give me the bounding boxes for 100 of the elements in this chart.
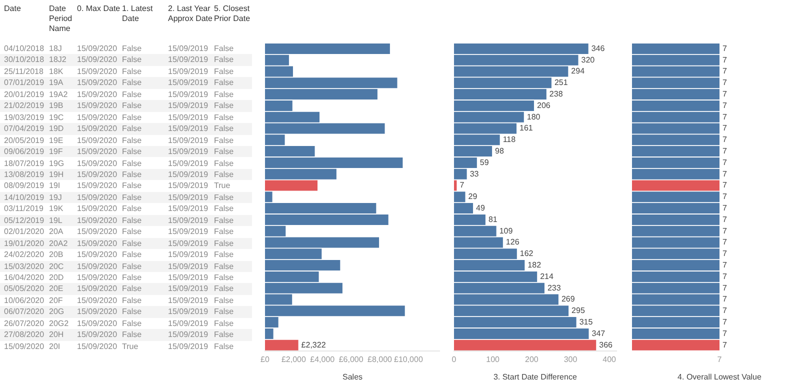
text: 18J [49, 44, 62, 53]
data-label: 320 [581, 55, 596, 64]
text: 16/04/2020 [4, 273, 44, 282]
data-label: 7 [722, 78, 728, 88]
data-label: 251 [554, 78, 568, 88]
text: False [214, 55, 234, 64]
data-label: 126 [506, 238, 520, 247]
data-label: 182 [528, 260, 542, 270]
x-axis-title: 4. Overall Lowest Value [678, 372, 762, 382]
data-label: 7 [722, 44, 728, 53]
text: 15/09/2020 [77, 136, 118, 145]
text: 19H [49, 170, 64, 179]
data-label: 7 [722, 158, 728, 167]
text: 15/03/2020 [4, 262, 44, 271]
x-tick-label: 300 [564, 354, 578, 364]
category-label: 2. Last Year Approx Date [168, 4, 214, 24]
text: 15/09/2019 [168, 250, 208, 260]
text: 15/09/2020 [77, 216, 118, 225]
text: 15/09/2019 [168, 204, 208, 214]
x-tick-label: £6,000 [338, 354, 364, 364]
text: 15/09/2020 [77, 204, 118, 214]
data-label: 7 [722, 226, 728, 236]
data-label: 7 [722, 238, 728, 247]
data-label: 294 [571, 66, 586, 76]
x-tick-label: £10,000 [394, 354, 424, 364]
x-tick-label: 200 [524, 354, 539, 364]
data-label: 7 [722, 283, 728, 292]
x-axis-title: 3. Start Date Difference [493, 372, 578, 382]
text: False [214, 284, 234, 294]
data-label: 206 [536, 100, 551, 110]
text: 15/09/2020 [77, 158, 118, 168]
text: 20A [49, 227, 64, 236]
text: False [214, 136, 234, 145]
text: False [214, 307, 234, 316]
data-label: 295 [572, 306, 586, 316]
text: False [214, 273, 234, 282]
text: False [214, 262, 234, 271]
text: 15/09/2019 [168, 90, 208, 99]
category-label: 1. Latest Date [122, 4, 154, 24]
text: 15/09/2019 [168, 192, 208, 202]
bar [265, 340, 298, 350]
text: 15/09/2019 [168, 44, 208, 53]
text: False [122, 136, 142, 145]
data-label: 109 [499, 226, 514, 236]
x-tick-label: 0 [452, 354, 457, 364]
text: False [122, 170, 142, 179]
x-tick-label: £2,000 [281, 354, 306, 364]
data-label: 7 [722, 328, 728, 338]
text: False [122, 250, 142, 260]
text: False [122, 101, 142, 110]
text: 20F [49, 296, 63, 305]
x-tick-label: 100 [486, 354, 500, 364]
text: 19D [49, 124, 64, 134]
text: True [214, 181, 230, 190]
data-label: 366 [599, 340, 614, 350]
text: 15/09/2019 [168, 296, 208, 305]
text: False [122, 66, 142, 76]
text: False [214, 192, 234, 202]
text: 15/09/2019 [168, 238, 208, 248]
text: 05/12/2019 [4, 216, 44, 225]
text: False [214, 318, 234, 328]
text: 20H [49, 330, 64, 340]
text: 18/07/2019 [4, 158, 44, 168]
text: False [214, 66, 234, 76]
data-label: 180 [526, 112, 541, 122]
text: 19K [49, 204, 64, 214]
text: 06/07/2020 [4, 307, 44, 316]
data-label: 7 [722, 272, 728, 281]
text: 15/09/2019 [168, 112, 208, 122]
data-label: 7 [722, 180, 728, 190]
text: 15/09/2019 [168, 307, 208, 316]
data-label: 49 [476, 204, 486, 213]
data-label: 118 [502, 135, 516, 144]
text: 15/09/2019 [168, 181, 208, 190]
text: 19A [49, 78, 64, 88]
text: 15/09/2020 [77, 227, 118, 236]
text: 20/01/2019 [4, 90, 44, 99]
text: False [214, 204, 234, 214]
text: 15/09/2020 [77, 284, 118, 294]
text: 7 [717, 354, 722, 364]
text: False [214, 44, 234, 53]
text: 09/06/2019 [4, 147, 44, 156]
category-label: Date [4, 4, 22, 14]
text: False [122, 216, 142, 225]
x-axis-title: Sales [342, 372, 363, 382]
text: 21/02/2019 [4, 101, 44, 110]
data-label: 7 [722, 192, 728, 202]
text: False [122, 307, 142, 316]
data-label: 214 [540, 272, 554, 281]
text: False [122, 55, 142, 64]
data-label: 269 [561, 294, 576, 304]
text: 20I [49, 342, 60, 351]
text: 15/09/2020 [77, 44, 118, 53]
text: 15/09/2020 [77, 124, 118, 134]
text: False [214, 296, 234, 305]
text: 20G2 [49, 318, 69, 328]
data-label: 7 [722, 169, 728, 178]
data-label: 59 [480, 158, 490, 167]
data-label: 7 [722, 112, 728, 122]
text: 15/09/2019 [168, 147, 208, 156]
